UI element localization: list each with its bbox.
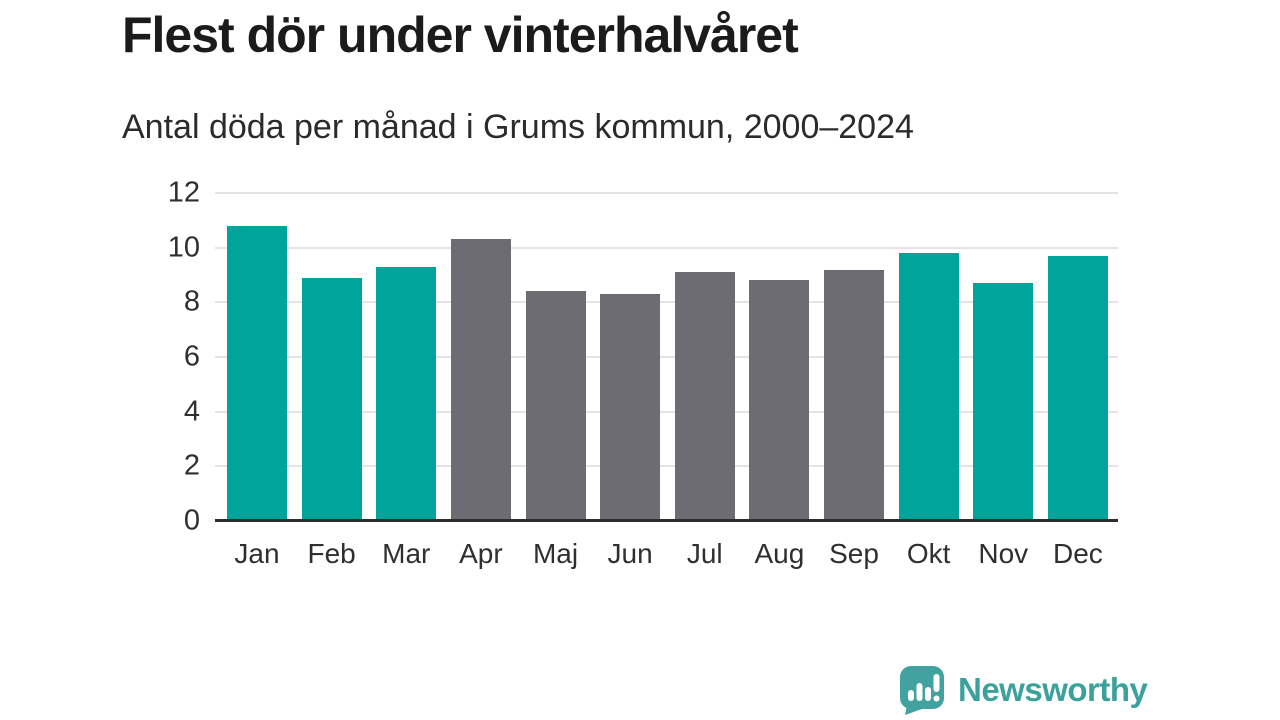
x-tick-label-feb: Feb bbox=[307, 538, 356, 569]
x-axis-labels: Jan Feb Mar Apr Maj Jun Jul Aug Sep Okt Nov Dec bbox=[215, 538, 1118, 570]
bar-aug bbox=[749, 280, 810, 521]
x-tick-label-nov: Nov bbox=[978, 538, 1029, 569]
y-tick-label-2: 2 bbox=[183, 449, 200, 482]
bar-jan bbox=[227, 225, 287, 521]
brand-name: Newsworthy bbox=[958, 671, 1148, 708]
y-tick-label-8: 8 bbox=[183, 285, 200, 318]
bar-jul bbox=[674, 272, 735, 521]
bar-apr bbox=[450, 239, 511, 521]
bar-maj bbox=[525, 291, 586, 521]
x-axis-line bbox=[215, 519, 1118, 522]
y-tick-label-12: 12 bbox=[167, 176, 200, 209]
y-tick-label-0: 0 bbox=[183, 504, 200, 537]
plot-area bbox=[215, 192, 1118, 521]
x-tick-label-apr: Apr bbox=[459, 538, 503, 569]
bar-okt bbox=[898, 253, 959, 521]
chart-title: Flest dör under vinterhalvåret bbox=[122, 7, 799, 63]
gridline-8 bbox=[215, 301, 1118, 304]
x-tick-label-sep: Sep bbox=[829, 538, 879, 569]
y-axis-labels: 0 2 4 6 8 10 12 bbox=[110, 177, 200, 537]
x-tick-label-maj: Maj bbox=[532, 538, 579, 569]
bar-dec bbox=[1047, 255, 1108, 521]
bar-feb bbox=[301, 277, 362, 521]
gridline-2 bbox=[215, 465, 1118, 468]
x-tick-label-jul: Jul bbox=[686, 538, 723, 569]
x-tick-label-dec: Dec bbox=[1052, 538, 1103, 569]
x-tick-label-aug: Aug bbox=[754, 538, 805, 569]
bar-nov bbox=[973, 283, 1034, 521]
bar-series bbox=[215, 193, 1118, 521]
y-tick-label-6: 6 bbox=[183, 340, 200, 373]
bar-sep bbox=[824, 269, 884, 521]
gridline-4 bbox=[215, 410, 1118, 413]
gridline-10 bbox=[215, 246, 1118, 249]
bar-jun bbox=[600, 294, 661, 521]
gridline-12 bbox=[215, 192, 1118, 194]
newsworthy-logo: Newsworthy bbox=[898, 665, 1148, 715]
y-tick-label-10: 10 bbox=[167, 231, 200, 264]
gridline-6 bbox=[215, 356, 1118, 358]
chart-subtitle: Antal döda per månad i Grums kommun, 200… bbox=[122, 108, 914, 146]
x-tick-label-okt: Okt bbox=[906, 538, 951, 569]
x-tick-label-mar: Mar bbox=[382, 538, 431, 569]
y-tick-label-4: 4 bbox=[183, 395, 200, 428]
x-tick-label-jun: Jun bbox=[607, 538, 653, 569]
x-tick-label-jan: Jan bbox=[234, 538, 280, 569]
bar-chart-speech-bubble-icon bbox=[900, 666, 944, 715]
bar-mar bbox=[376, 266, 437, 521]
